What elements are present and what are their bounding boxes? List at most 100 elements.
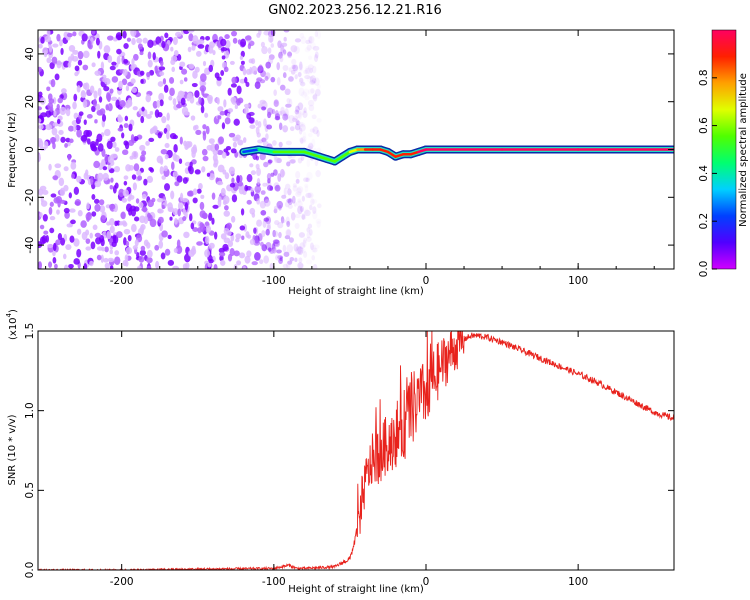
noise-speckle — [103, 257, 109, 263]
noise-speckle — [55, 196, 63, 204]
noise-speckle — [208, 138, 215, 145]
noise-speckle — [99, 205, 106, 213]
noise-speckle — [283, 113, 290, 120]
noise-speckle — [294, 64, 299, 73]
noise-speckle — [279, 256, 283, 262]
noise-speckle — [170, 190, 175, 200]
noise-speckle — [208, 258, 214, 264]
noise-speckle — [107, 165, 112, 170]
noise-speckle — [273, 169, 278, 176]
noise-speckle — [114, 147, 120, 152]
noise-speckle — [106, 35, 114, 41]
noise-speckle — [244, 255, 251, 264]
colorbar-tick-label: 0.0 — [698, 261, 710, 278]
noise-speckle — [182, 208, 186, 215]
noise-speckle — [74, 199, 82, 207]
noise-speckle — [258, 30, 262, 36]
noise-speckle — [119, 99, 126, 108]
noise-speckle — [141, 150, 147, 156]
noise-speckle — [71, 173, 75, 179]
noise-speckle — [265, 61, 271, 69]
noise-speckle — [127, 234, 132, 242]
noise-speckle — [142, 37, 148, 44]
noise-speckle — [288, 159, 296, 164]
noise-speckle — [93, 90, 98, 99]
noise-speckle — [228, 132, 236, 138]
noise-speckle — [107, 55, 113, 63]
noise-speckle — [180, 97, 186, 106]
noise-speckle — [176, 239, 181, 249]
noise-speckle — [263, 255, 269, 264]
noise-speckle — [221, 55, 226, 60]
noise-speckle — [261, 46, 268, 55]
noise-speckle — [291, 117, 297, 123]
noise-speckle — [286, 198, 292, 203]
noise-speckle — [249, 207, 256, 215]
noise-speckle — [311, 199, 318, 204]
noise-speckle — [283, 36, 287, 42]
noise-speckle — [158, 66, 166, 71]
noise-speckle — [109, 225, 115, 234]
noise-speckle — [300, 139, 307, 144]
noise-speckle — [297, 262, 304, 269]
noise-speckle — [277, 40, 282, 49]
snr-xlabel: Height of straight line (km) — [288, 584, 424, 595]
noise-speckle — [282, 113, 289, 121]
colorbar-ticks: 0.0 0.2 0.4 0.6 0.8 — [698, 69, 717, 277]
noise-speckle — [140, 245, 146, 252]
noise-speckle — [45, 110, 52, 118]
noise-speckle — [104, 128, 111, 137]
noise-speckle — [116, 231, 123, 239]
noise-speckle — [164, 183, 171, 191]
noise-speckle — [93, 160, 101, 169]
noise-speckle — [221, 151, 227, 159]
noise-speckle — [280, 49, 287, 56]
noise-speckle — [294, 123, 301, 131]
noise-speckle — [304, 47, 311, 53]
noise-speckle — [273, 99, 279, 104]
noise-speckle — [295, 118, 299, 125]
noise-speckle — [76, 129, 82, 138]
noise-speckle — [199, 222, 204, 228]
noise-speckle — [220, 187, 226, 197]
noise-speckle — [276, 157, 282, 164]
noise-speckle — [60, 237, 66, 246]
noise-speckle — [38, 124, 44, 130]
noise-speckle — [50, 78, 56, 88]
noise-speckle — [182, 216, 187, 222]
noise-speckle — [97, 143, 104, 152]
noise-speckle — [290, 69, 296, 75]
noise-speckle — [49, 136, 57, 143]
noise-speckle — [216, 180, 224, 186]
noise-speckle — [233, 250, 240, 257]
noise-speckle — [227, 87, 232, 96]
noise-speckle — [309, 68, 313, 74]
noise-speckle — [70, 219, 76, 225]
noise-speckle — [295, 191, 302, 197]
noise-speckle — [265, 228, 270, 236]
noise-speckle — [69, 235, 75, 243]
noise-speckle — [81, 33, 88, 42]
noise-speckle — [121, 132, 125, 139]
noise-speckle — [128, 123, 133, 132]
noise-speckle — [47, 102, 54, 110]
noise-speckle — [117, 127, 124, 132]
noise-speckle — [304, 185, 309, 193]
noise-speckle — [196, 188, 202, 194]
noise-speckle — [282, 72, 287, 79]
noise-speckle — [278, 122, 283, 131]
noise-speckle — [139, 249, 146, 256]
noise-speckle — [44, 35, 52, 43]
noise-speckle — [107, 155, 115, 164]
noise-speckle — [276, 76, 281, 86]
noise-speckle — [316, 220, 321, 228]
noise-speckle — [90, 176, 94, 185]
noise-speckle — [293, 201, 297, 207]
noise-speckle — [48, 206, 53, 215]
noise-speckle — [303, 251, 308, 258]
noise-speckle — [122, 189, 129, 197]
noise-speckle — [301, 248, 306, 254]
noise-speckle — [226, 112, 231, 118]
noise-speckle — [260, 41, 265, 48]
